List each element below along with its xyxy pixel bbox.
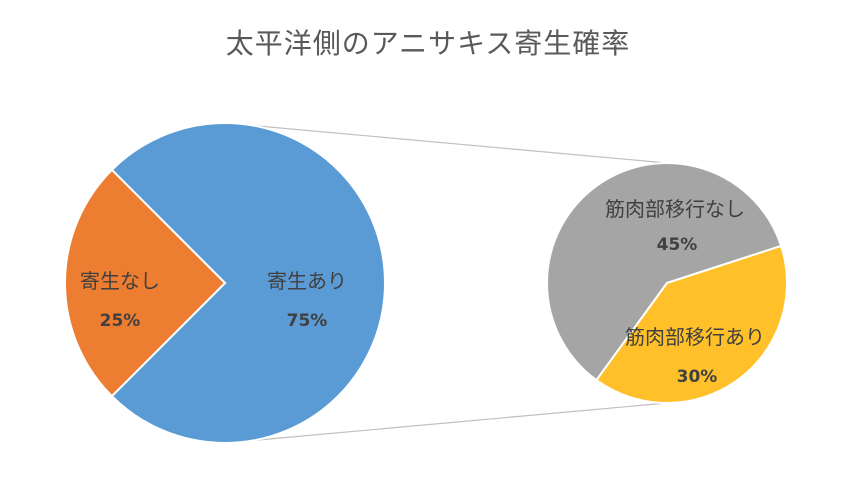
data-label-not-parasitized-value: 25% (100, 311, 141, 331)
pie-slice-parasitized (110, 122, 386, 444)
data-label-not-parasitized-name: 寄生なし (80, 269, 160, 293)
connector-line-top (224, 122, 668, 164)
pie-slice-no-muscle-migration (546, 162, 783, 382)
data-label-parasitized-value: 75% (287, 311, 328, 331)
data-label-muscle-migration-name: 筋肉部移行あり (625, 325, 765, 349)
pie-slice-muscle-migration (595, 244, 788, 404)
data-label-no-muscle-migration-value: 45% (657, 235, 698, 255)
pie-slice-not-parasitized (64, 168, 227, 398)
data-label-no-muscle-migration-name: 筋肉部移行なし (605, 197, 745, 221)
chart-title: 太平洋側のアニサキス寄生確率 (225, 27, 631, 60)
data-label-muscle-migration-value: 30% (677, 367, 718, 387)
connector-line-bottom (224, 402, 668, 444)
data-label-parasitized-name: 寄生あり (267, 269, 347, 293)
